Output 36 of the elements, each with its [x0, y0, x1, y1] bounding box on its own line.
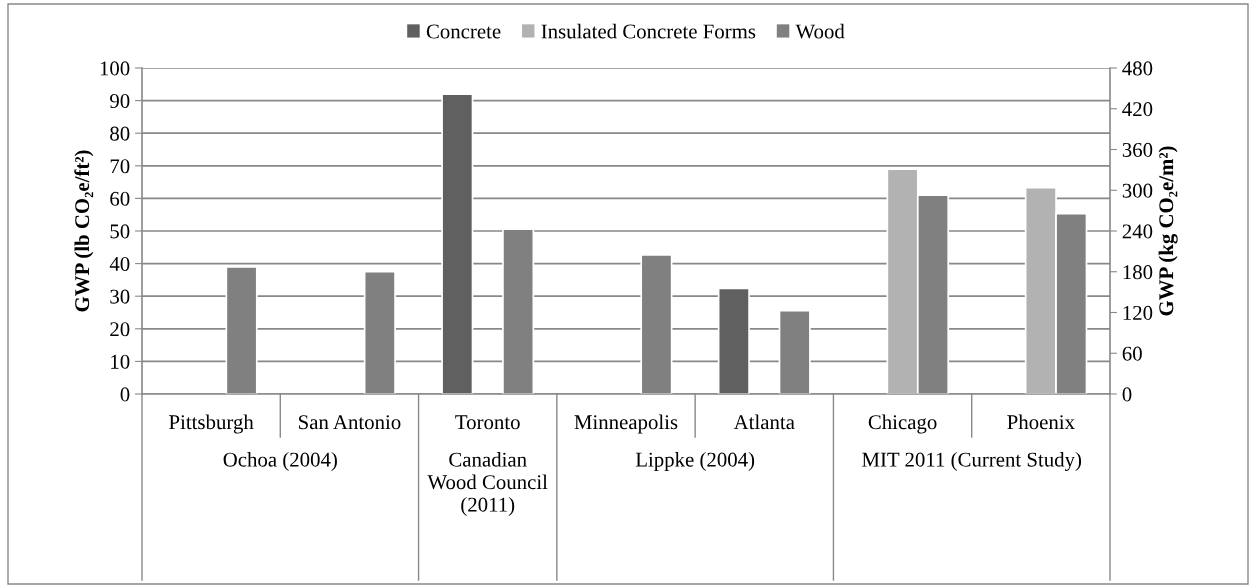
y-tick-label: 10: [111, 354, 130, 369]
y-tick-label: 60: [110, 191, 130, 206]
y-axis-title: GWP (lb CO₂e/ft²): [74, 150, 94, 312]
y2-axis-title: GWP (kg CO₂e/m²): [1158, 146, 1178, 316]
y-tick-label: 20: [110, 322, 130, 337]
y2-tick-label: 360: [1122, 142, 1153, 157]
text: Ochoa (2004): [223, 452, 337, 471]
x-tick-label: Pittsburgh: [169, 414, 254, 434]
legend-label: Wood: [795, 23, 845, 39]
legend-label: Insulated Concrete Forms: [541, 23, 756, 39]
y2-tick-label: 240: [1122, 224, 1153, 239]
y2-tick-label: 180: [1123, 265, 1153, 280]
y-tick-label: 80: [110, 126, 130, 141]
y-tick-label: 0: [120, 387, 130, 402]
y-tick-label: 30: [110, 289, 130, 304]
x-tick-label: Chicago: [868, 414, 937, 434]
y2-tick-label: 120: [1123, 305, 1153, 320]
x-tick-label: Toronto: [455, 415, 520, 430]
text: Canadian Wood Council (2011): [427, 452, 548, 516]
y-tick-label: 50: [110, 224, 130, 239]
y2-tick-label: 300: [1122, 183, 1153, 198]
y2-tick-label: 480: [1122, 61, 1153, 76]
x-tick-label: San Antonio: [299, 415, 401, 430]
x-tick-label: Phoenix: [1007, 414, 1075, 430]
y-tick-label: 100: [100, 61, 130, 76]
y2-tick-label: 420: [1122, 102, 1153, 117]
y-tick-label: 40: [109, 256, 130, 272]
y2-tick-label: 60: [1122, 346, 1142, 361]
x-tick-label: Atlanta: [733, 414, 795, 430]
text: MIT 2011 (Current Study): [862, 452, 1082, 471]
y2-tick-label: 0: [1122, 387, 1132, 402]
legend-label: Concrete: [426, 24, 501, 39]
y-tick-label: 90: [110, 93, 130, 109]
text: Lippke (2004): [635, 452, 755, 471]
y-tick-label: 70: [110, 159, 130, 174]
x-tick-label: Minneapolis: [574, 414, 678, 434]
